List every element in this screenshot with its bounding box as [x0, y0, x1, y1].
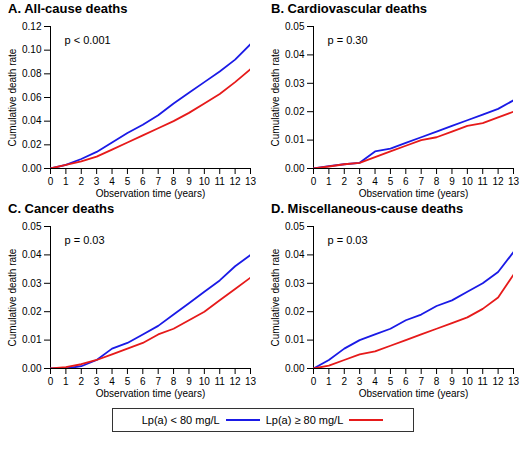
svg-text:13: 13	[508, 376, 520, 387]
svg-text:10: 10	[462, 176, 474, 187]
svg-text:2: 2	[78, 376, 84, 387]
svg-text:Cumulative death rate: Cumulative death rate	[7, 248, 18, 346]
svg-text:0.12: 0.12	[22, 21, 42, 32]
svg-text:8: 8	[171, 376, 177, 387]
svg-text:6: 6	[403, 176, 409, 187]
svg-text:0: 0	[48, 176, 54, 187]
svg-text:12: 12	[230, 176, 242, 187]
svg-text:3: 3	[357, 176, 363, 187]
svg-text:Observation time (years): Observation time (years)	[96, 188, 205, 199]
svg-text:6: 6	[140, 376, 146, 387]
svg-text:9: 9	[186, 376, 192, 387]
svg-text:10: 10	[199, 176, 211, 187]
svg-text:Observation time (years): Observation time (years)	[96, 388, 205, 399]
svg-text:0.03: 0.03	[285, 278, 305, 289]
svg-text:6: 6	[140, 176, 146, 187]
svg-text:3: 3	[94, 176, 100, 187]
svg-text:0.05: 0.05	[285, 21, 305, 32]
svg-text:p < 0.001: p < 0.001	[65, 34, 111, 46]
svg-text:3: 3	[357, 376, 363, 387]
svg-text:0.03: 0.03	[22, 278, 42, 289]
svg-text:13: 13	[245, 176, 257, 187]
html-text:C. Cancer deaths: C. Cancer deaths	[8, 201, 115, 216]
svg-text:5: 5	[388, 176, 394, 187]
svg-text:9: 9	[449, 176, 455, 187]
svg-text:0.05: 0.05	[285, 221, 305, 232]
svg-text:0.04: 0.04	[285, 49, 305, 60]
svg-text:12: 12	[493, 376, 505, 387]
svg-text:0.08: 0.08	[22, 68, 42, 79]
svg-text:p = 0.03: p = 0.03	[65, 234, 105, 246]
svg-text:11: 11	[478, 376, 489, 387]
svg-text:7: 7	[155, 376, 161, 387]
svg-text:0.01: 0.01	[22, 334, 42, 345]
svg-text:Observation time (years): Observation time (years)	[359, 388, 468, 399]
svg-text:0.04: 0.04	[22, 115, 42, 126]
svg-text:Cumulative death rate: Cumulative death rate	[7, 48, 18, 146]
svg-text:1: 1	[63, 376, 69, 387]
svg-text:0.00: 0.00	[285, 363, 305, 374]
svg-text:0.02: 0.02	[285, 106, 305, 117]
svg-text:2: 2	[341, 376, 347, 387]
svg-text:10: 10	[199, 376, 211, 387]
svg-text:8: 8	[171, 176, 177, 187]
svg-text:5: 5	[125, 176, 131, 187]
svg-text:0.01: 0.01	[285, 334, 305, 345]
svg-text:12: 12	[493, 176, 505, 187]
svg-text:0.01: 0.01	[285, 134, 305, 145]
svg-text:0.02: 0.02	[285, 306, 305, 317]
svg-text:5: 5	[388, 376, 394, 387]
svg-text:12: 12	[230, 376, 242, 387]
svg-text:2: 2	[341, 176, 347, 187]
svg-text:13: 13	[508, 176, 520, 187]
svg-text:0.02: 0.02	[22, 139, 42, 150]
svg-text:0.00: 0.00	[22, 163, 42, 174]
svg-text:0: 0	[48, 376, 54, 387]
svg-text:Observation time (years): Observation time (years)	[359, 188, 468, 199]
svg-text:0.03: 0.03	[285, 78, 305, 89]
svg-text:p = 0.03: p = 0.03	[328, 234, 368, 246]
svg-text:0.02: 0.02	[22, 306, 42, 317]
svg-text:9: 9	[449, 376, 455, 387]
svg-text:3: 3	[94, 376, 100, 387]
svg-text:7: 7	[155, 176, 161, 187]
svg-text:8: 8	[434, 176, 440, 187]
svg-text:1: 1	[326, 376, 332, 387]
html-text:D. Miscellaneous-cause deaths: D. Miscellaneous-cause deaths	[271, 201, 464, 216]
svg-text:0: 0	[311, 376, 317, 387]
svg-text:0: 0	[311, 176, 317, 187]
svg-text:0.10: 0.10	[22, 44, 42, 55]
svg-text:4: 4	[372, 376, 378, 387]
svg-text:7: 7	[418, 176, 424, 187]
svg-text:0.06: 0.06	[22, 92, 42, 103]
svg-text:0.00: 0.00	[285, 163, 305, 174]
html-text:B. Cardiovascular deaths: B. Cardiovascular deaths	[271, 1, 428, 16]
svg-text:7: 7	[418, 376, 424, 387]
svg-text:2: 2	[78, 176, 84, 187]
svg-text:4: 4	[109, 376, 115, 387]
svg-text:0.04: 0.04	[285, 249, 305, 260]
html-text:Lp(a) ≥ 80 mg/L: Lp(a) ≥ 80 mg/L	[265, 414, 344, 426]
svg-text:1: 1	[326, 176, 332, 187]
svg-text:11: 11	[215, 376, 226, 387]
svg-text:13: 13	[245, 376, 257, 387]
html-text:A. All-cause deaths: A. All-cause deaths	[8, 1, 128, 16]
svg-text:p = 0.30: p = 0.30	[328, 34, 368, 46]
svg-text:9: 9	[186, 176, 192, 187]
svg-text:Cumulative death rate: Cumulative death rate	[270, 248, 281, 346]
svg-text:0.05: 0.05	[22, 221, 42, 232]
svg-text:1: 1	[63, 176, 69, 187]
html-text:Lp(a) < 80 mg/L: Lp(a) < 80 mg/L	[141, 414, 220, 426]
svg-text:0.00: 0.00	[22, 363, 42, 374]
svg-text:4: 4	[109, 176, 115, 187]
svg-text:0.04: 0.04	[22, 249, 42, 260]
svg-text:4: 4	[372, 176, 378, 187]
svg-text:10: 10	[462, 376, 474, 387]
svg-text:11: 11	[215, 176, 226, 187]
svg-text:Cumulative death rate: Cumulative death rate	[270, 48, 281, 146]
svg-text:5: 5	[125, 376, 131, 387]
svg-text:6: 6	[403, 376, 409, 387]
svg-text:8: 8	[434, 376, 440, 387]
svg-text:11: 11	[478, 176, 489, 187]
